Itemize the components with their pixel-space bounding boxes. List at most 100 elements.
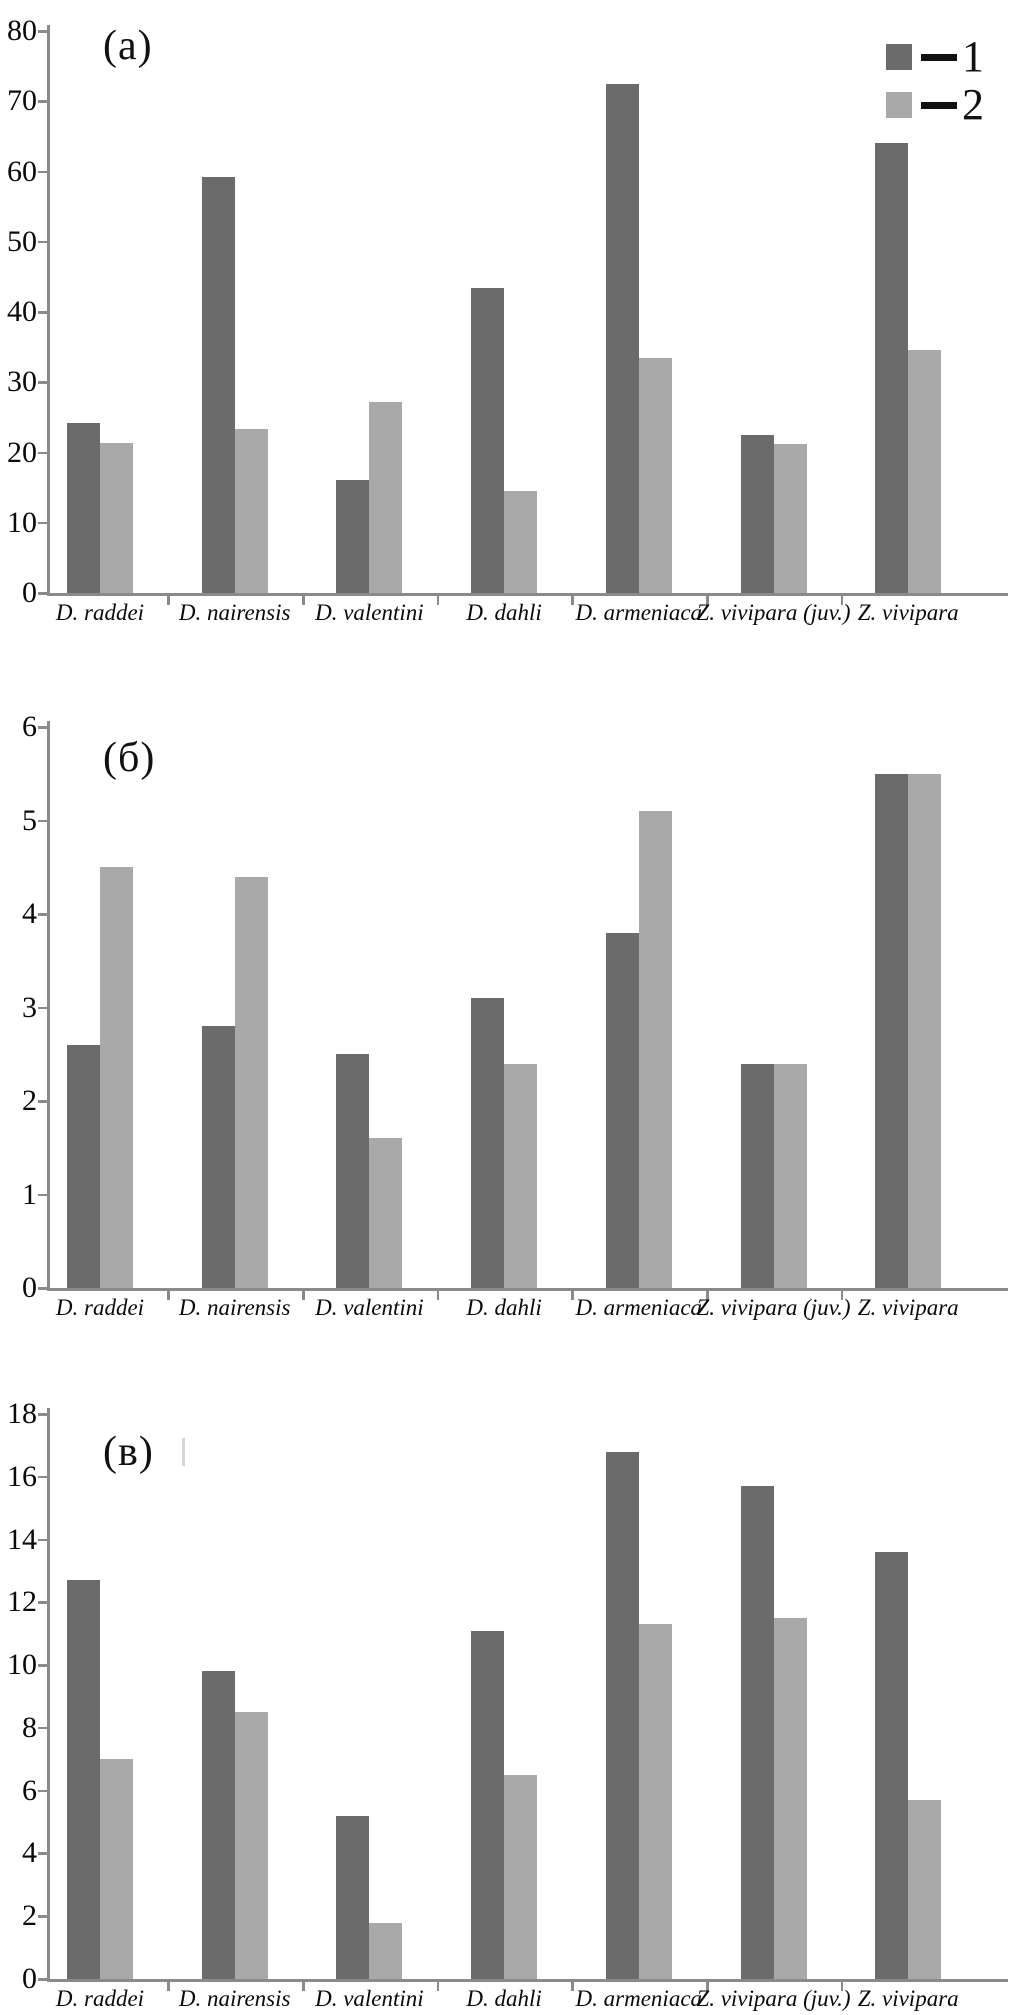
x-category-label: Z. vivipara [857, 600, 959, 625]
y-tick-label: 4 [22, 1836, 37, 1870]
panel-v-title: (в) [103, 1429, 154, 1475]
x-category-label: D. nairensis [178, 1295, 291, 1320]
y-tick [38, 521, 47, 525]
y-tick [38, 1601, 47, 1604]
x-category-label: D. raddei [55, 600, 145, 625]
x-tick [706, 596, 709, 605]
x-tick [167, 596, 170, 605]
x-axis [47, 593, 1008, 596]
x-category-label: D. armeniaca [575, 1986, 703, 2011]
y-tick [38, 1100, 47, 1103]
y-tick [38, 819, 47, 822]
bar-series2-6 [773, 1618, 807, 1979]
bar-series2-7 [908, 773, 942, 1288]
x-category-label: Z. vivipara (juv.) [696, 1986, 851, 2011]
x-tick [706, 1291, 709, 1300]
bar-series1-3 [336, 1815, 370, 1979]
x-category-label: D. nairensis [178, 600, 291, 625]
bar-series1-7 [875, 1552, 909, 1979]
x-tick [571, 1291, 574, 1300]
y-tick [38, 1852, 47, 1855]
y-axis [47, 721, 50, 1291]
y-tick [38, 913, 47, 916]
x-tick [840, 596, 844, 605]
bar-series1-2 [201, 1026, 235, 1288]
bar-series2-4 [504, 1774, 538, 1979]
y-tick-label: 2 [22, 1084, 37, 1117]
scan-artifact [182, 1438, 185, 1466]
y-tick-label: 8 [22, 1710, 37, 1744]
bar-series2-1 [100, 867, 133, 1288]
y-tick [38, 1193, 47, 1196]
bar-series2-5 [638, 1624, 672, 1979]
y-tick [38, 1915, 47, 1918]
x-tick [571, 1982, 574, 1991]
bar-series2-6 [773, 1063, 807, 1288]
bar-series1-4 [471, 1630, 505, 1979]
x-tick [436, 596, 440, 605]
x-category-label: D. dahli [466, 1986, 542, 2011]
x-tick [706, 1982, 709, 1991]
y-tick-label: 14 [7, 1522, 37, 1556]
y-tick [38, 1006, 47, 1009]
x-category-label: D. nairensis [178, 1986, 291, 2011]
y-tick-label: 5 [22, 803, 37, 837]
y-tick-label: 0 [22, 1271, 37, 1304]
legend-dash-icon [921, 54, 957, 61]
panel-a-title: (а) [103, 23, 153, 69]
legend-swatch-series1 [886, 44, 912, 70]
y-tick [38, 311, 47, 314]
bar-series2-1 [100, 1759, 133, 1979]
x-category-label: D. valentini [315, 1986, 424, 2011]
y-tick-label: 1 [22, 1177, 37, 1211]
bar-series1-3 [336, 479, 370, 593]
y-tick-label: 6 [22, 710, 37, 743]
y-tick-label: 16 [7, 1459, 37, 1493]
y-tick-label: 60 [7, 154, 37, 188]
y-axis [47, 1408, 50, 1982]
bar-series1-1 [67, 1044, 100, 1288]
y-tick-label: 10 [7, 505, 37, 539]
y-tick-label: 4 [22, 897, 37, 930]
bar-series1-2 [201, 177, 235, 593]
x-category-label: D. dahli [466, 600, 542, 625]
y-tick-label: 0 [22, 1962, 37, 1995]
bar-series1-4 [471, 998, 505, 1288]
y-tick [38, 1978, 47, 1981]
x-category-label: D. dahli [466, 1295, 542, 1320]
bar-series1-5 [605, 1451, 639, 1979]
y-tick [38, 381, 47, 384]
y-tick [38, 726, 47, 729]
y-tick-label: 80 [7, 14, 37, 47]
y-tick [38, 30, 47, 33]
bar-series2-4 [504, 491, 538, 593]
bar-series1-1 [67, 422, 100, 593]
bar-series2-2 [234, 1712, 268, 1979]
bar-series2-7 [908, 349, 942, 593]
x-category-label: D. armeniaca [575, 1295, 703, 1320]
y-tick [38, 592, 47, 595]
y-tick-label: 30 [7, 365, 37, 399]
x-category-label: D. raddei [55, 1986, 145, 2011]
y-tick-label: 50 [7, 224, 37, 258]
panel-b: (б) 0 1 2 3 4 5 6 D. raddei D. nairensis D. valen… [0, 630, 1014, 1340]
y-tick-label: 3 [22, 990, 37, 1024]
bar-series1-3 [336, 1054, 370, 1288]
x-category-label: Z. vivipara [857, 1986, 959, 2011]
y-tick-label: 0 [22, 576, 37, 609]
x-tick [840, 1291, 844, 1300]
legend-label-series1: 1 [962, 32, 984, 81]
y-axis [47, 25, 50, 596]
bar-series2-5 [638, 357, 672, 593]
bar-series1-7 [875, 773, 909, 1288]
panel-a: (а) 1 2 0 10 20 30 40 50 60 70 80 D. raddei D. nai… [0, 0, 1014, 630]
y-tick [38, 1413, 47, 1416]
bar-series1-5 [605, 84, 639, 593]
x-tick [167, 1982, 170, 1991]
y-tick [38, 1538, 47, 1542]
legend-label-series2: 2 [962, 80, 984, 129]
x-category-label: Z. vivipara [857, 1295, 959, 1320]
bar-series1-7 [875, 143, 909, 593]
bar-series2-1 [100, 443, 133, 593]
